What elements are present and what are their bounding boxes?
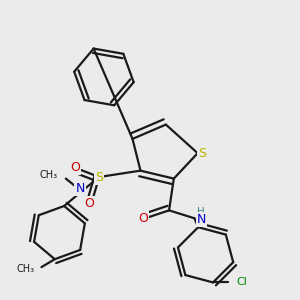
Text: CH₃: CH₃ [40,170,58,180]
Text: CH₃: CH₃ [17,264,35,274]
Text: O: O [138,212,148,225]
Text: O: O [70,161,80,174]
Text: N: N [75,182,85,195]
Text: N: N [197,213,206,226]
Text: H: H [197,207,205,217]
Text: Cl: Cl [236,278,247,287]
Text: S: S [95,170,103,184]
Text: O: O [85,197,94,210]
Text: S: S [198,147,206,160]
